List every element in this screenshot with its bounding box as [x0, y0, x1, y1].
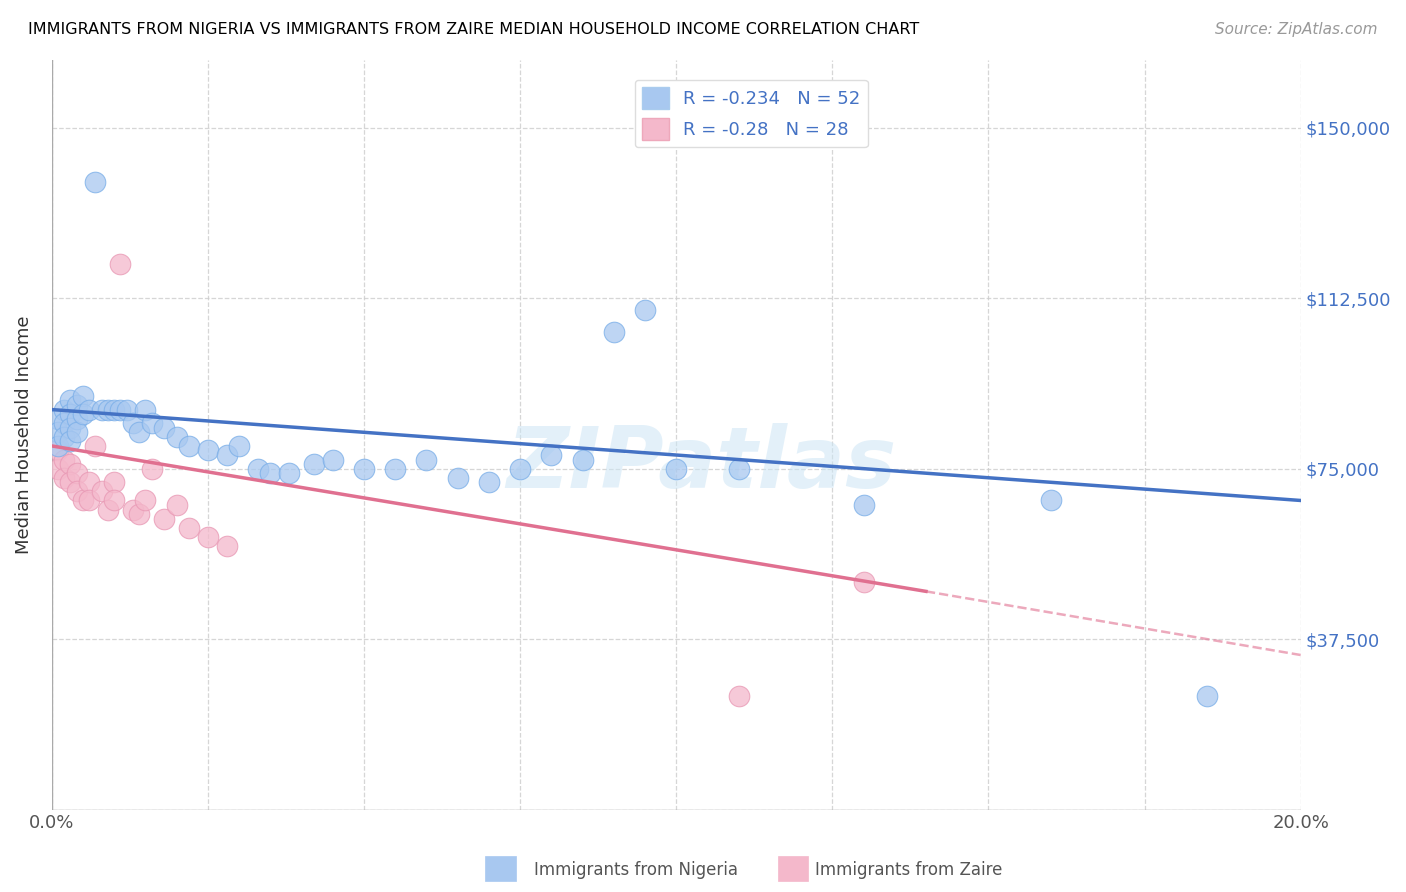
Point: [46, 443, 69, 458]
Text: IMMIGRANTS FROM NIGERIA VS IMMIGRANTS FROM ZAIRE MEDIAN HOUSEHOLD INCOME CORRELA: IMMIGRANTS FROM NIGERIA VS IMMIGRANTS FR…: [28, 22, 920, 37]
Point: [540, 448, 562, 462]
Point: [727, 689, 749, 703]
Text: ZIPatlas: ZIPatlas: [506, 423, 896, 506]
Point: [122, 416, 145, 430]
Point: [1195, 689, 1218, 703]
Point: [852, 498, 875, 512]
Point: [72, 407, 94, 421]
Point: [128, 425, 150, 440]
Text: Immigrants from Zaire: Immigrants from Zaire: [815, 861, 1002, 879]
Point: [603, 326, 626, 340]
Point: [122, 502, 145, 516]
Point: [59, 475, 82, 490]
Point: [197, 530, 219, 544]
Point: [77, 402, 100, 417]
Point: [66, 398, 89, 412]
Point: [53, 430, 76, 444]
Point: [153, 511, 176, 525]
Point: [53, 416, 76, 430]
Point: [215, 448, 238, 462]
Point: [53, 471, 76, 485]
Point: [634, 302, 657, 317]
Point: [46, 439, 69, 453]
Point: [84, 175, 107, 189]
Point: [59, 434, 82, 449]
Text: Source: ZipAtlas.com: Source: ZipAtlas.com: [1215, 22, 1378, 37]
Point: [446, 471, 468, 485]
Point: [103, 493, 125, 508]
Point: [246, 461, 269, 475]
Point: [66, 411, 89, 425]
Point: [72, 493, 94, 508]
Point: [665, 461, 688, 475]
Point: [90, 402, 112, 417]
Point: [571, 452, 593, 467]
Point: [77, 475, 100, 490]
Point: [415, 452, 437, 467]
Point: [46, 425, 69, 440]
Point: [259, 466, 281, 480]
Legend: R = -0.234   N = 52, R = -0.28   N = 28: R = -0.234 N = 52, R = -0.28 N = 28: [634, 80, 868, 147]
Point: [103, 402, 125, 417]
Point: [153, 421, 176, 435]
Point: [53, 452, 76, 467]
Point: [90, 484, 112, 499]
Point: [59, 393, 82, 408]
Point: [228, 439, 250, 453]
Point: [53, 402, 76, 417]
Point: [46, 411, 69, 425]
Point: [727, 461, 749, 475]
Point: [97, 402, 120, 417]
Point: [215, 539, 238, 553]
Point: [141, 461, 163, 475]
Point: [179, 521, 201, 535]
Point: [166, 430, 188, 444]
Point: [84, 439, 107, 453]
Point: [134, 402, 156, 417]
Point: [66, 484, 89, 499]
Point: [66, 466, 89, 480]
Point: [110, 257, 132, 271]
Point: [66, 425, 89, 440]
Point: [128, 507, 150, 521]
Point: [134, 493, 156, 508]
Point: [59, 457, 82, 471]
Point: [322, 452, 344, 467]
Point: [179, 439, 201, 453]
Point: [384, 461, 406, 475]
Point: [115, 402, 138, 417]
Point: [197, 443, 219, 458]
Point: [166, 498, 188, 512]
Point: [302, 457, 325, 471]
Point: [103, 475, 125, 490]
Y-axis label: Median Household Income: Median Household Income: [15, 315, 32, 554]
Point: [59, 421, 82, 435]
Point: [852, 575, 875, 590]
Point: [72, 389, 94, 403]
Point: [46, 461, 69, 475]
Point: [509, 461, 531, 475]
Text: Immigrants from Nigeria: Immigrants from Nigeria: [534, 861, 738, 879]
Point: [141, 416, 163, 430]
Point: [478, 475, 501, 490]
Point: [59, 407, 82, 421]
Point: [1039, 493, 1062, 508]
Point: [110, 402, 132, 417]
Point: [77, 493, 100, 508]
Point: [97, 502, 120, 516]
Point: [278, 466, 301, 480]
Point: [353, 461, 375, 475]
